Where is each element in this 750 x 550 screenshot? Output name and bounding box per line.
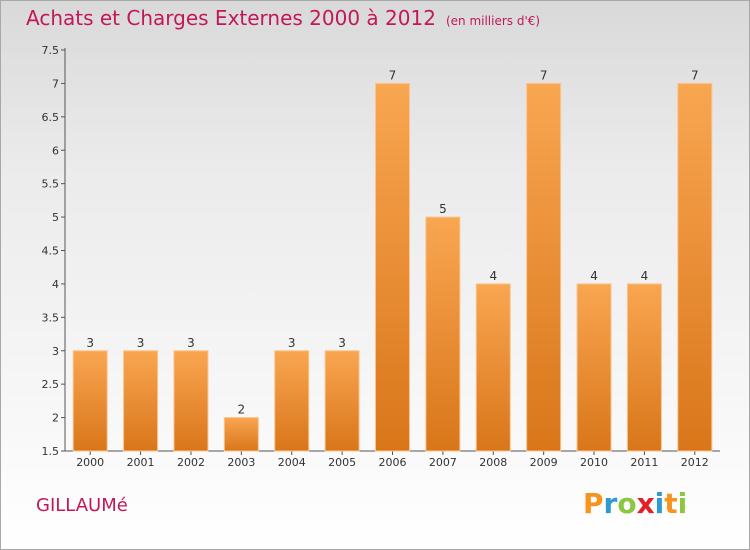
commune-name: GILLAUMé (36, 495, 128, 516)
y-tick-label: 2.5 (42, 378, 60, 391)
y-tick-label: 3.5 (42, 311, 60, 324)
bar-value-label: 3 (338, 336, 346, 350)
bar (425, 216, 461, 452)
y-tick-label: 5.5 (42, 178, 60, 191)
chart-unit: (en milliers d'€) (445, 14, 541, 28)
logo-letter: t (664, 487, 678, 520)
logo-letter: i (654, 487, 665, 520)
x-tick-label: 2003 (227, 456, 255, 469)
chart-title: Achats et Charges Externes 2000 à 2012 (26, 6, 436, 30)
y-tick-label: 7.5 (42, 44, 60, 57)
bar (375, 82, 410, 452)
bar (173, 350, 209, 452)
bar-value-label: 7 (540, 68, 548, 82)
bar-value-label: 7 (389, 68, 397, 82)
bar (576, 283, 612, 452)
logo-letter: i (677, 487, 688, 520)
logo-letter: r (603, 487, 618, 520)
x-tick-label: 2008 (479, 456, 507, 469)
bar (475, 283, 511, 452)
proxiti-logo: Proxiti (583, 487, 687, 520)
y-tick-label: 7 (52, 77, 59, 90)
bar (223, 417, 259, 452)
bar-value-label: 7 (691, 68, 699, 82)
y-tick-label: 5 (52, 211, 59, 224)
bar (677, 82, 713, 452)
x-tick-label: 2000 (76, 456, 104, 469)
x-tick-label: 2011 (630, 456, 658, 469)
bar-value-label: 4 (641, 269, 649, 283)
bar-value-label: 4 (489, 269, 497, 283)
x-tick-label: 2002 (177, 456, 205, 469)
x-tick-label: 2012 (681, 456, 709, 469)
x-tick-label: 2006 (379, 456, 407, 469)
y-tick-label: 4.5 (42, 245, 60, 258)
x-tick-label: 2007 (429, 456, 457, 469)
bar (626, 283, 662, 452)
y-tick-label: 1.5 (42, 445, 60, 458)
bar (123, 350, 159, 452)
bar-value-label: 2 (238, 403, 246, 417)
y-tick-label: 3 (52, 345, 59, 358)
x-tick-label: 2001 (127, 456, 155, 469)
y-tick-label: 6.5 (42, 111, 60, 124)
bar (72, 350, 108, 452)
x-tick-label: 2009 (530, 456, 558, 469)
y-tick-label: 6 (52, 144, 59, 157)
logo-letter: P (583, 487, 604, 520)
bar (526, 82, 562, 452)
x-tick-label: 2010 (580, 456, 608, 469)
bar-value-label: 3 (137, 336, 145, 350)
logo-letter: x (636, 487, 655, 520)
chart-title-block: Achats et Charges Externes 2000 à 2012 (e… (26, 6, 540, 30)
bar-value-label: 5 (439, 202, 447, 216)
x-tick-label: 2005 (328, 456, 356, 469)
y-tick-label: 2 (52, 412, 59, 425)
bar (274, 350, 310, 452)
bar-value-label: 3 (187, 336, 195, 350)
x-tick-label: 2004 (278, 456, 306, 469)
bar-value-label: 3 (86, 336, 94, 350)
bar-value-label: 4 (590, 269, 598, 283)
bar-value-label: 3 (288, 336, 296, 350)
logo-letter: o (617, 487, 637, 520)
bar (324, 350, 360, 452)
y-tick-label: 4 (52, 278, 59, 291)
